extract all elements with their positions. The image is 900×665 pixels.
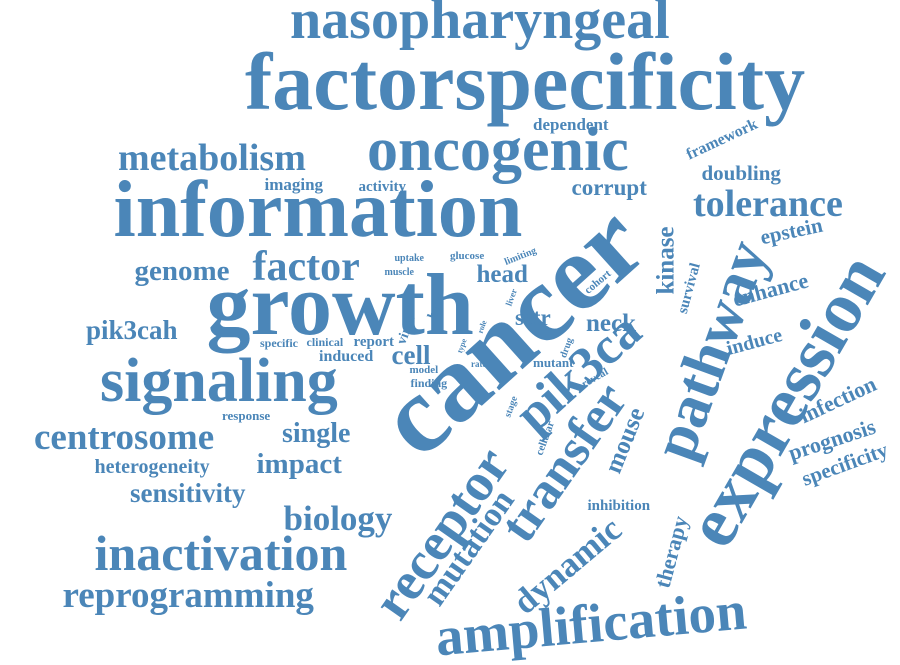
word: centrosome — [34, 416, 215, 458]
word: therapy — [649, 513, 693, 591]
word: specific — [260, 336, 298, 350]
word: information — [113, 166, 523, 254]
word: sensitivity — [130, 477, 246, 508]
word: finding — [410, 376, 448, 390]
word: metabolism — [118, 137, 306, 179]
word: factor — [252, 244, 360, 290]
word: imaging — [264, 174, 324, 194]
word: single — [282, 418, 351, 449]
word: mutant — [533, 354, 574, 370]
word: rate — [471, 358, 487, 369]
word: biology — [283, 498, 393, 538]
word: corrupt — [571, 174, 647, 200]
word: neck — [586, 309, 636, 337]
word: report — [353, 333, 395, 350]
word: cell — [391, 339, 431, 370]
word: oncogenic — [367, 116, 629, 184]
word: signaling — [100, 347, 338, 415]
word: sstr — [515, 304, 551, 330]
word: glucose — [450, 249, 485, 262]
word: doubling — [701, 160, 781, 185]
word: muscle — [384, 267, 414, 278]
word: response — [222, 407, 271, 423]
word: induced — [319, 348, 374, 365]
word: head — [476, 260, 528, 288]
word: impact — [256, 447, 342, 480]
word: clinical — [306, 335, 344, 349]
word: growth — [206, 257, 474, 354]
word: factorspecificity — [245, 36, 806, 127]
word: tolerance — [693, 183, 843, 225]
word: inactivation — [94, 525, 348, 581]
word: reprogramming — [62, 574, 314, 616]
word: activity — [358, 178, 406, 195]
word: inhibition — [587, 497, 651, 514]
word: amplification — [432, 579, 749, 665]
word: heterogeneity — [94, 456, 210, 478]
word: nasopharyngeal — [290, 0, 670, 51]
word: uptake — [394, 253, 424, 264]
word: dependent — [533, 114, 609, 134]
word: pik3cah — [86, 314, 178, 345]
word: genome — [134, 254, 230, 287]
word: model — [409, 363, 439, 376]
